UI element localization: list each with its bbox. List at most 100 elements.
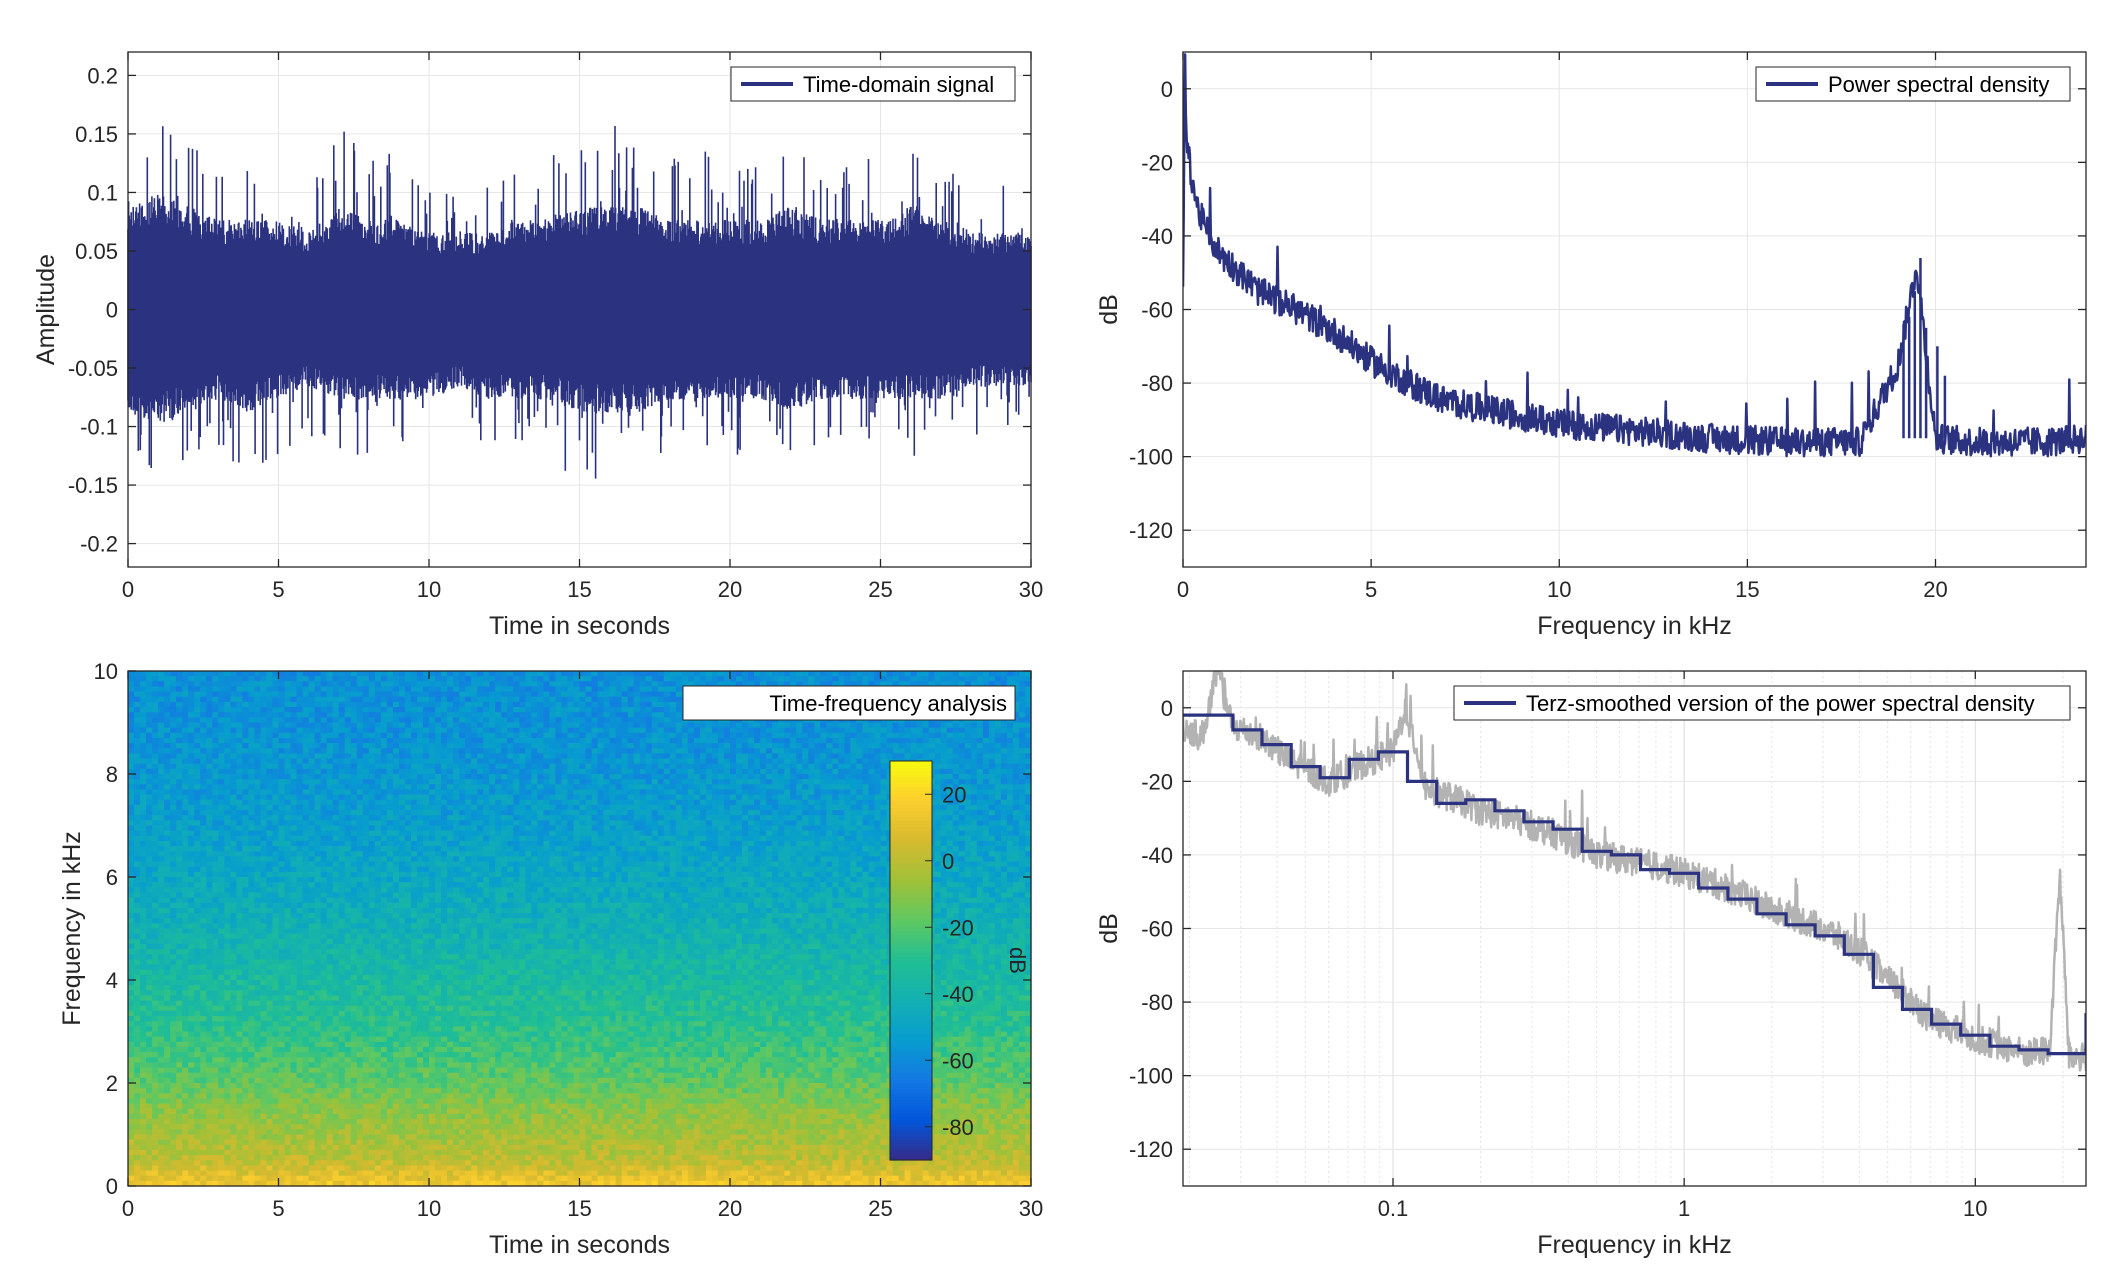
spectrogram-cell xyxy=(302,707,310,713)
spectrogram-cell xyxy=(242,681,249,688)
spectrogram-cell xyxy=(272,686,280,693)
spectrogram-cell xyxy=(152,671,159,677)
spectrogram-cell xyxy=(422,737,430,744)
spectrogram-cell xyxy=(693,799,701,806)
x-tick-label: 5 xyxy=(272,577,284,602)
spectrogram-cell xyxy=(338,676,346,682)
spectrogram-cell xyxy=(453,789,460,796)
spectrogram-cell xyxy=(717,815,725,821)
spectrogram-cell xyxy=(477,763,484,770)
spectrogram-cell xyxy=(182,763,189,770)
spectrogram-cell xyxy=(736,779,743,785)
spectrogram-cell xyxy=(820,727,827,734)
spectrogram-cell xyxy=(338,727,346,734)
spectrogram-cell xyxy=(441,784,448,791)
spectrogram-cell xyxy=(976,784,984,791)
spectrogram-cell xyxy=(290,727,298,734)
spectrogram-cell xyxy=(1018,799,1026,806)
spectrogram-cell xyxy=(453,737,460,744)
spectrogram-cell xyxy=(940,820,948,827)
spectrogram-cell xyxy=(410,758,418,765)
spectrogram-cell xyxy=(140,763,147,770)
spectrogram-cell xyxy=(374,758,382,765)
spectrogram-cell xyxy=(170,774,177,780)
spectrogram-cell xyxy=(140,712,147,718)
spectrogram-cell xyxy=(356,701,364,708)
x-tick-label: 0 xyxy=(1177,577,1189,602)
spectrogram-cell xyxy=(796,789,803,796)
spectrogram-cell xyxy=(748,820,755,827)
spectrogram-cell xyxy=(958,789,966,796)
spectrogram-cell xyxy=(717,737,725,744)
spectrogram-cell xyxy=(326,691,334,698)
spectrogram-cell xyxy=(609,758,617,765)
spectrogram-cell xyxy=(1024,737,1032,744)
spectrogram-cell xyxy=(170,676,177,682)
spectrogram-cell xyxy=(194,804,201,811)
spectrogram-cell xyxy=(356,732,364,739)
spectrogram-cell xyxy=(621,753,629,760)
spectrogram-cell xyxy=(603,701,611,708)
spectrogram-cell xyxy=(1024,696,1032,703)
spectrogram-cell xyxy=(248,717,256,724)
spectrogram-cell xyxy=(1006,815,1014,821)
spectrogram-cell xyxy=(429,748,436,754)
spectrogram-cell xyxy=(597,671,605,677)
spectrogram-cell xyxy=(260,794,268,801)
spectrogram-cell xyxy=(754,820,761,827)
spectrogram-cell xyxy=(940,671,948,677)
spectrogram-cell xyxy=(326,784,334,791)
spectrogram-cell xyxy=(374,686,382,693)
spectrogram-cell xyxy=(766,676,773,682)
spectrogram-cell xyxy=(146,701,153,708)
spectrogram-cell xyxy=(441,825,448,832)
spectrogram-cell xyxy=(326,794,334,801)
spectrogram-cell xyxy=(158,701,165,708)
spectrogram-cell xyxy=(170,758,177,765)
spectrogram-cell xyxy=(483,748,490,754)
spectrogram-cell xyxy=(814,774,821,780)
spectrogram-cell xyxy=(1006,681,1014,688)
spectrogram-cell xyxy=(766,804,773,811)
spectrogram-cell xyxy=(236,686,243,693)
spectrogram-cell xyxy=(531,763,538,770)
spectrogram-cell xyxy=(711,753,719,760)
spectrogram-cell xyxy=(350,815,358,821)
spectrogram-cell xyxy=(639,712,647,718)
spectrogram-cell xyxy=(645,804,653,811)
spectrogram-cell xyxy=(146,799,153,806)
spectrogram-cell xyxy=(152,732,159,739)
spectrogram-cell xyxy=(326,789,334,796)
spectrogram-cell xyxy=(272,753,280,760)
spectrogram-cell xyxy=(946,784,954,791)
spectrogram-cell xyxy=(134,691,141,698)
spectrogram-cell xyxy=(404,758,412,765)
spectrogram-cell xyxy=(152,712,159,718)
spectrogram-cell xyxy=(952,748,960,754)
spectrogram-cell xyxy=(621,825,629,832)
spectrogram-cell xyxy=(338,671,346,677)
spectrogram-cell xyxy=(230,825,237,832)
spectrogram-cell xyxy=(242,737,249,744)
spectrogram-cell xyxy=(766,810,773,816)
spectrogram-cell xyxy=(802,774,809,780)
spectrogram-cell xyxy=(453,763,460,770)
spectrogram-cell xyxy=(964,737,972,744)
spectrogram-cell xyxy=(200,727,207,734)
spectrogram-cell xyxy=(194,763,201,770)
spectrogram-cell xyxy=(730,671,737,677)
spectrogram-cell xyxy=(308,722,316,729)
spectrogram-cell xyxy=(639,815,647,821)
spectrogram-cell xyxy=(591,799,599,806)
spectrogram-cell xyxy=(669,789,677,796)
spectrogram-cell xyxy=(489,737,496,744)
spectrogram-cell xyxy=(609,696,617,703)
spectrogram-cell xyxy=(146,722,153,729)
spectrogram-cell xyxy=(784,748,791,754)
spectrogram-cell xyxy=(332,815,340,821)
spectrogram-cell xyxy=(374,779,382,785)
spectrogram-cell xyxy=(272,681,280,688)
spectrogram-cell xyxy=(356,774,364,780)
spectrogram-cell xyxy=(338,748,346,754)
spectrogram-cell xyxy=(681,820,689,827)
